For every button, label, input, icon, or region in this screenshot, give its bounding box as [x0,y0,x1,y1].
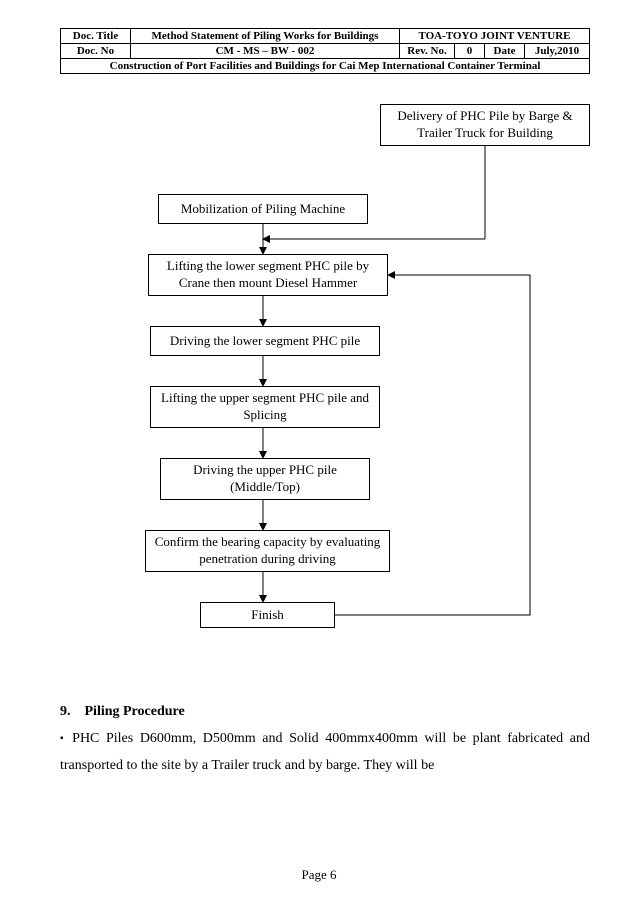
section-number: 9. [60,704,71,719]
flow-node-n5: Driving the upper PHC pile (Middle/Top) [160,458,370,500]
flow-node-n6: Confirm the bearing capacity by evaluati… [145,530,390,572]
date-value: July,2010 [525,44,590,59]
flow-node-n4: Lifting the upper segment PHC pile and S… [150,386,380,428]
section-heading: 9. Piling Procedure [60,704,590,720]
rev-no-value: 0 [455,44,485,59]
venture-name: TOA-TOYO JOINT VENTURE [400,29,590,44]
body-text: 9. Piling Procedure ▪ PHC Piles D600mm, … [60,704,590,779]
doc-no-label: Doc. No [61,44,131,59]
date-label: Date [485,44,525,59]
page-number: Page 6 [0,867,638,883]
flow-node-n3: Driving the lower segment PHC pile [150,326,380,356]
flowchart-connectors [60,104,590,664]
paragraph-text: PHC Piles D600mm, D500mm and Solid 400mm… [60,731,590,773]
project-line: Construction of Port Facilities and Buil… [61,59,590,74]
doc-no-value: CM - MS – BW - 002 [131,44,400,59]
flow-node-n0: Delivery of PHC Pile by Barge & Trailer … [380,104,590,146]
header-table: Doc. Title Method Statement of Piling Wo… [60,28,590,74]
flow-node-n2: Lifting the lower segment PHC pile by Cr… [148,254,388,296]
doc-title-label: Doc. Title [61,29,131,44]
flow-node-n1: Mobilization of Piling Machine [158,194,368,224]
flow-node-n7: Finish [200,602,335,628]
bullet-icon: ▪ [60,729,64,748]
flowchart: Delivery of PHC Pile by Barge & Trailer … [60,104,590,664]
section-paragraph: ▪ PHC Piles D600mm, D500mm and Solid 400… [60,726,590,779]
section-title: Piling Procedure [85,704,185,719]
rev-no-label: Rev. No. [400,44,455,59]
doc-title-value: Method Statement of Piling Works for Bui… [131,29,400,44]
